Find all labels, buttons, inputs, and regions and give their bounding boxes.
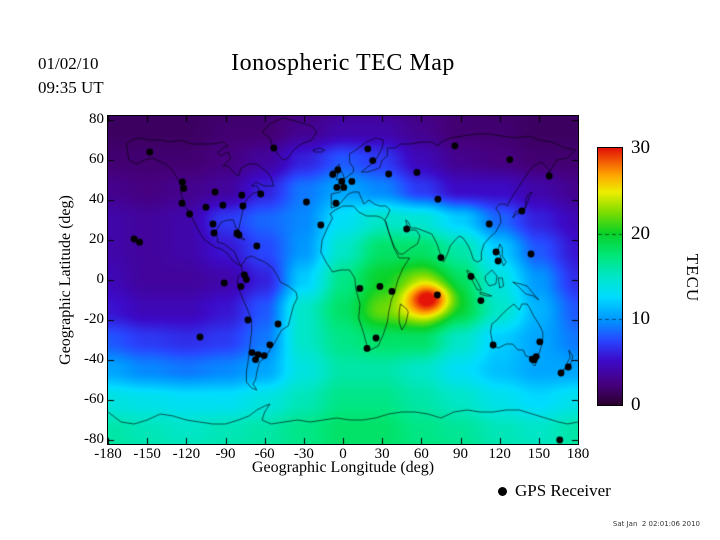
x-tick-label: -60 — [254, 446, 275, 462]
colorbar-tick-label: 30 — [631, 137, 650, 158]
x-tick-label: -30 — [293, 446, 314, 462]
x-tick-label: 150 — [527, 446, 551, 462]
colorbar-tick-label: 20 — [631, 222, 650, 244]
x-tick-label: -150 — [133, 446, 161, 462]
x-tick-label: 0 — [339, 446, 347, 462]
y-tick-label: -20 — [84, 311, 104, 327]
page-title: Ionospheric TEC Map — [231, 50, 455, 76]
x-tick-label: 60 — [413, 446, 429, 462]
x-tick-label: 180 — [566, 446, 590, 462]
y-tick-label: 80 — [89, 111, 104, 127]
y-tick-label: 40 — [89, 191, 104, 207]
timestamp: Sat Jan 2 02:01:06 2010 — [612, 520, 700, 528]
gps-receiver-dot-icon — [498, 486, 507, 496]
x-tick-label: 30 — [374, 446, 390, 462]
x-tick-label: -120 — [172, 446, 201, 462]
colorbar-unit-label: TECU — [683, 253, 702, 303]
y-tick-label: 20 — [89, 231, 104, 247]
x-tick-label: 90 — [453, 446, 468, 462]
colorbar — [597, 147, 623, 406]
y-tick-label: -80 — [84, 431, 104, 447]
y-tick-label: -60 — [84, 391, 104, 407]
obs-date: 01/02/10 — [38, 54, 99, 73]
y-tick-label: 60 — [89, 151, 104, 167]
x-tick-label: -90 — [215, 446, 236, 462]
x-tick-label: -180 — [94, 446, 122, 462]
tec-map-canvas — [107, 115, 579, 445]
obs-time: 09:35 UT — [38, 78, 104, 97]
x-tick-label: 120 — [488, 446, 511, 462]
gps-receiver-legend: GPS Receiver — [498, 481, 611, 501]
colorbar-tick-label: 0 — [631, 394, 641, 415]
x-axis-label: Geographic Longitude (deg) — [251, 459, 435, 476]
y-tick-label: 0 — [96, 271, 105, 287]
y-tick-label: -40 — [84, 351, 104, 367]
gps-receiver-label: GPS Receiver — [515, 481, 611, 500]
colorbar-tick-label: 10 — [631, 308, 650, 330]
